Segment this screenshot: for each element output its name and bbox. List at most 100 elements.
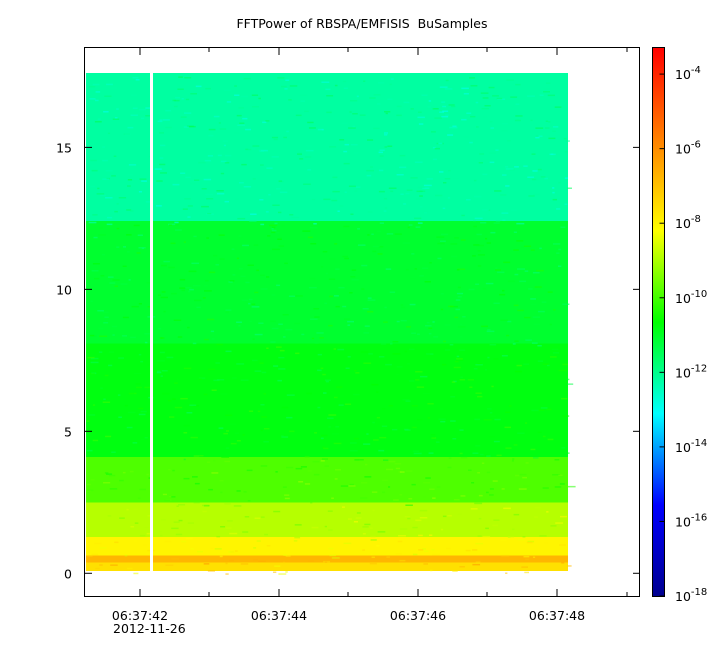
- spectrogram-speck: [86, 420, 90, 422]
- spectrogram-speck: [169, 496, 172, 498]
- spectrogram-speck: [92, 214, 98, 216]
- spectrogram-speck: [450, 396, 456, 398]
- spectrogram-speck: [546, 408, 552, 411]
- spectrogram-speck: [225, 414, 233, 416]
- spectrogram-speck: [162, 392, 170, 395]
- spectrogram-speck: [285, 79, 290, 81]
- spectrogram-speck: [334, 295, 339, 297]
- spectrogram-speck: [390, 343, 393, 345]
- spectrogram-speck: [412, 450, 420, 452]
- spectrogram-speck: [443, 182, 447, 184]
- spectrogram-speck: [260, 274, 265, 276]
- spectrogram-speck: [540, 176, 546, 178]
- spectrogram-speck: [502, 174, 507, 176]
- spectrogram-speck: [266, 167, 273, 169]
- spectrogram-speck: [558, 369, 567, 372]
- spectrogram-speck: [434, 117, 442, 119]
- spectrogram-speck: [553, 243, 561, 245]
- spectrogram-speck: [364, 476, 372, 478]
- spectrogram-speck: [390, 78, 394, 80]
- spectrogram-speck: [102, 159, 108, 162]
- spectrogram-speck: [325, 272, 328, 275]
- spectrogram-speck: [138, 303, 142, 305]
- spectrogram-speck: [367, 139, 374, 141]
- spectrogram-speck: [386, 556, 390, 558]
- spectrogram-speck: [354, 151, 359, 154]
- spectrogram-speck: [525, 558, 529, 561]
- spectrogram-speck: [394, 233, 402, 235]
- spectrogram-speck: [494, 418, 501, 421]
- spectrogram-speck: [198, 377, 206, 379]
- spectrogram-speck: [99, 564, 103, 566]
- spectrogram-speck: [452, 570, 458, 572]
- spectrogram-speck: [335, 305, 340, 308]
- spectrogram-speck: [98, 327, 104, 330]
- spectrogram-speck: [423, 482, 431, 484]
- spectrogram-speck: [363, 274, 371, 276]
- spectrogram-speck: [224, 503, 231, 505]
- spectrogram-speck: [461, 87, 469, 90]
- spectrogram-speck: [345, 367, 350, 369]
- spectrogram-speck: [562, 363, 568, 366]
- spectrogram-speck: [141, 117, 145, 120]
- spectrogram-speck: [133, 392, 137, 395]
- spectrogram-speck: [161, 291, 166, 293]
- spectrogram-speck: [489, 488, 494, 490]
- spectrogram-speck: [157, 120, 163, 123]
- spectrogram-speck: [260, 516, 265, 518]
- spectrogram-speck: [304, 156, 312, 158]
- spectrogram-speck: [486, 242, 491, 244]
- spectrogram-speck: [226, 430, 229, 432]
- spectrogram-speck: [371, 491, 378, 493]
- spectrogram-speck: [107, 276, 114, 278]
- spectrogram-speck: [135, 79, 140, 81]
- spectrogram-speck: [243, 77, 251, 80]
- spectrogram-speck: [192, 342, 197, 345]
- x-tick-label: 06:37:48: [529, 608, 585, 623]
- spectrogram-speck: [528, 195, 535, 197]
- spectrogram-speck: [343, 542, 352, 545]
- spectrogram-speck: [165, 109, 172, 112]
- spectrogram-speck: [335, 469, 341, 471]
- spectrogram-speck: [405, 268, 409, 271]
- spectrogram-speck: [97, 118, 101, 120]
- spectrogram-speck: [405, 470, 413, 472]
- spectrogram-speck: [380, 343, 387, 345]
- spectrogram-speck: [87, 555, 93, 557]
- spectrogram-speck: [114, 541, 119, 544]
- spectrogram-speck: [159, 337, 163, 339]
- spectrogram-speck: [409, 303, 416, 306]
- spectrogram-speck: [363, 80, 366, 82]
- spectrogram-speck: [281, 224, 285, 227]
- spectrogram-speck: [321, 434, 328, 437]
- spectrogram-speck: [134, 372, 141, 375]
- spectrogram-speck: [502, 219, 506, 221]
- spectrogram-speck: [181, 289, 185, 292]
- spectrogram-speck: [417, 222, 423, 224]
- spectrogram-speck: [291, 216, 300, 219]
- spectrogram-speck: [461, 118, 467, 121]
- spectrogram-speck: [263, 428, 270, 430]
- spectrogram-speck: [278, 211, 282, 214]
- spectrogram-speck: [331, 433, 340, 435]
- spectrogram-speck: [452, 178, 459, 180]
- spectrogram-speck: [432, 108, 439, 110]
- spectrogram-speck: [335, 426, 340, 428]
- spectrogram-speck: [258, 322, 264, 324]
- spectrogram-speck: [378, 151, 383, 154]
- spectrogram-speck: [135, 383, 141, 385]
- spectrogram-speck: [127, 411, 136, 414]
- spectrogram-speck: [457, 286, 461, 289]
- spectrogram-speck: [327, 510, 333, 512]
- spectrogram-speck: [534, 506, 542, 509]
- spectrogram-speck: [478, 517, 482, 520]
- spectrogram-speck: [123, 246, 126, 248]
- spectrogram-speck: [505, 447, 512, 449]
- spectrogram-speck: [507, 280, 515, 283]
- spectrogram-speck: [436, 236, 445, 238]
- spectrogram-speck: [415, 371, 423, 373]
- spectrogram-speck: [350, 213, 354, 215]
- spectrogram-speck: [334, 84, 338, 87]
- spectrogram-speck: [116, 227, 120, 230]
